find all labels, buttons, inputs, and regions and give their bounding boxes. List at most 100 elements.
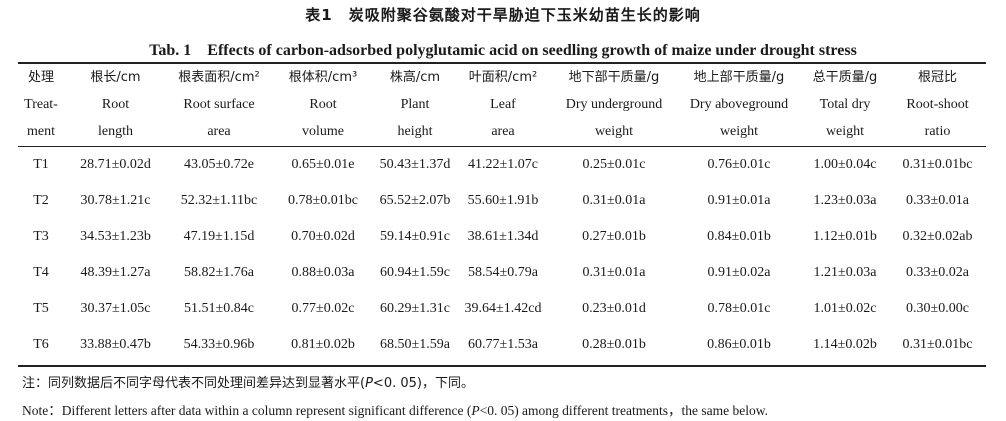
table-cell: 28.71±0.02d (80, 157, 151, 172)
column-header: 总干质量/g Total dry weight (801, 64, 889, 145)
column-header-english: weight (719, 124, 759, 139)
column-header-chinese: 根冠比 (917, 70, 957, 85)
treatment-cell: T5 (33, 301, 49, 316)
column-header: 地下部干质量/g Dry underground weight (551, 64, 677, 145)
table-cell: 0.31±0.01a (582, 193, 646, 208)
column-header-chinese: 根长/cm (90, 70, 141, 85)
table-row: T1 28.71±0.02d 43.05±0.72e 0.65±0.01e 50.43±… (18, 145, 986, 183)
column-header-english: ratio (924, 124, 951, 139)
table-cell: 0.77±0.02c (291, 301, 355, 316)
column-header-english: length (98, 124, 133, 139)
table-cell: 43.05±0.72e (184, 157, 254, 172)
column-header: 处理 Treat-ment (18, 64, 64, 145)
header-rule (18, 146, 986, 147)
table-cell: 0.84±0.01b (707, 229, 771, 244)
table-cell: 60.29±1.31c (380, 301, 450, 316)
column-header-chinese: 根表面积/cm² (178, 70, 260, 85)
table-cell: 0.32±0.02ab (902, 229, 973, 244)
column-header: 根冠比 Root-shoot ratio (889, 64, 986, 145)
table-cell: 0.31±0.01bc (902, 157, 973, 172)
table-cell: 0.81±0.02b (291, 337, 355, 352)
table-header: 处理 Treat-ment 根长/cm Root length 根表面积/cm² Root … (18, 64, 986, 145)
column-header-english: weight (594, 124, 634, 139)
column-header: 根长/cm Root length (64, 64, 167, 145)
table-cell: 59.14±0.91c (380, 229, 450, 244)
table-row: T5 30.37±1.05c 51.51±0.84c 0.77±0.02c 60.29±… (18, 291, 986, 327)
table-cell: 41.22±1.07c (468, 157, 538, 172)
data-table: 处理 Treat-ment 根长/cm Root length 根表面积/cm² Root … (18, 64, 986, 363)
table-cell: 0.31±0.01a (582, 265, 646, 280)
column-header-english: Leaf (490, 97, 516, 112)
footnote-chinese-prefix: 注：同列数据后不同字母代表不同处理间差异达到显著水平( (22, 376, 366, 391)
column-header-english: volume (302, 124, 344, 139)
table-row: T6 33.88±0.47b 54.33±0.96b 0.81±0.02b 68.50±… (18, 327, 986, 363)
column-header-chinese: 株高/cm (389, 70, 441, 85)
table-cell: 0.78±0.01c (707, 301, 771, 316)
table-cell: 0.28±0.01b (582, 337, 646, 352)
table-cell: 1.14±0.02b (813, 337, 877, 352)
footnote-chinese-p: P (365, 376, 373, 391)
column-header: 地上部干质量/g Dry aboveground weight (677, 64, 801, 145)
table-cell: 34.53±1.23b (80, 229, 151, 244)
table-cell: 1.12±0.01b (813, 229, 877, 244)
bottom-rule (18, 365, 986, 367)
column-header-english: Total dry (819, 97, 871, 112)
column-header-english: area (491, 124, 515, 139)
column-header-english: Root (101, 97, 130, 112)
column-header-english: height (397, 124, 433, 139)
treatment-cell: T1 (33, 157, 49, 172)
table-cell: 0.23±0.01d (582, 301, 646, 316)
column-header-chinese: 根体积/cm³ (288, 70, 358, 85)
table-body: T1 28.71±0.02d 43.05±0.72e 0.65±0.01e 50.43±… (18, 145, 986, 363)
column-header-english: Plant (400, 97, 430, 112)
column-header: 根体积/cm³ Root volume (271, 64, 375, 145)
treatment-cell: T3 (33, 229, 49, 244)
column-header-chinese: 叶面积/cm² (468, 70, 538, 85)
table-cell: 0.31±0.01bc (902, 337, 973, 352)
column-header: 叶面积/cm² Leaf area (455, 64, 551, 145)
table-cell: 58.82±1.76a (184, 265, 254, 280)
table-cell: 0.76±0.01c (707, 157, 771, 172)
table-cell: 1.01±0.02c (813, 301, 877, 316)
table-cell: 47.19±1.15d (183, 229, 255, 244)
column-header-chinese: 地下部干质量/g (568, 70, 660, 85)
column-header-english: Root-shoot (906, 97, 969, 112)
table-cell: 0.27±0.01b (582, 229, 646, 244)
treatment-cell: T2 (33, 193, 49, 208)
treatment-cell: T4 (33, 265, 49, 280)
footnote-chinese: 注：同列数据后不同字母代表不同处理间差异达到显著水平(P<0. 05)，下同。 (22, 372, 474, 391)
table-cell: 0.33±0.02a (906, 265, 969, 280)
column-header-chinese: 总干质量/g (812, 70, 878, 85)
table-cell: 0.88±0.03a (291, 265, 355, 280)
column-header: 株高/cm Plant height (375, 64, 455, 145)
table-row: T3 34.53±1.23b 47.19±1.15d 0.70±0.02d 59.14±… (18, 219, 986, 255)
table-cell: 50.43±1.37d (379, 157, 451, 172)
table-cell: 60.94±1.59c (380, 265, 450, 280)
table-cell: 55.60±1.91b (467, 193, 539, 208)
footnote-english-p: P (471, 403, 480, 418)
treatment-cell: T6 (33, 337, 49, 352)
header-row: 处理 Treat-ment 根长/cm Root length 根表面积/cm² Root … (18, 64, 986, 145)
table-cell: 0.86±0.01b (707, 337, 771, 352)
footnote-english-suffix: <0. 05) among different treatments，the s… (479, 403, 768, 418)
table-cell: 1.00±0.04c (813, 157, 877, 172)
table-cell: 33.88±0.47b (80, 337, 151, 352)
table-cell: 38.61±1.34d (467, 229, 539, 244)
table-cell: 51.51±0.84c (184, 301, 254, 316)
table-cell: 30.37±1.05c (80, 301, 151, 316)
table-cell: 54.33±0.96b (183, 337, 255, 352)
table-title-english: Tab. 1 Effects of carbon-adsorbed polygl… (149, 42, 857, 59)
table-cell: 1.21±0.03a (813, 265, 877, 280)
table-cell: 60.77±1.53a (468, 337, 538, 352)
table-cell: 58.54±0.79a (468, 265, 538, 280)
column-header-english: area (207, 124, 231, 139)
table-cell: 0.70±0.02d (291, 229, 355, 244)
footnote-chinese-suffix: <0. 05)，下同。 (372, 376, 474, 391)
table-cell: 0.65±0.01e (291, 157, 355, 172)
table-row: T2 30.78±1.21c 52.32±1.11bc 0.78±0.01bc 65.5… (18, 183, 986, 219)
column-header-english: weight (825, 124, 865, 139)
table-cell: 39.64±1.42cd (464, 301, 542, 316)
table-cell: 1.23±0.03a (813, 193, 877, 208)
table-row: T4 48.39±1.27a 58.82±1.76a 0.88±0.03a 60.94±… (18, 255, 986, 291)
table-cell: 0.30±0.00c (906, 301, 969, 316)
